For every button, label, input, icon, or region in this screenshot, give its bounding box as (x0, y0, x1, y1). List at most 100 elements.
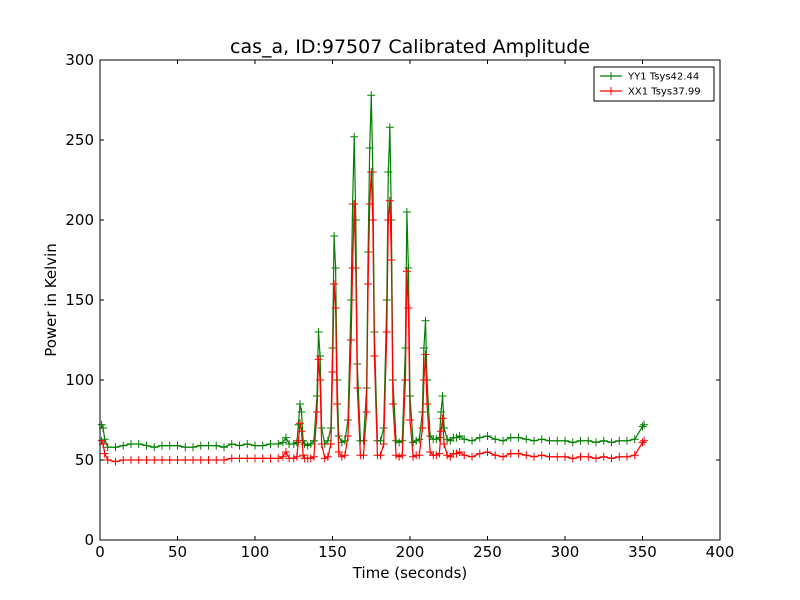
data-point (351, 264, 360, 272)
data-point (282, 433, 290, 442)
data-point (418, 424, 427, 432)
data-point (530, 436, 538, 445)
data-point (97, 436, 106, 445)
data-point (212, 441, 221, 450)
data-point (314, 355, 323, 364)
x-tick-label: 50 (168, 543, 187, 561)
x-tick-label: 400 (706, 543, 735, 561)
data-point (243, 440, 252, 448)
data-point (119, 456, 128, 464)
data-point (220, 443, 228, 452)
data-point (299, 451, 308, 460)
data-point (158, 441, 166, 450)
data-point (437, 427, 445, 436)
y-tick-label: 150 (65, 291, 94, 309)
data-point (204, 441, 213, 450)
data-point (103, 443, 112, 452)
data-point (309, 436, 318, 445)
data-point (359, 436, 368, 445)
x-tick-label: 200 (396, 543, 425, 561)
data-point (385, 123, 394, 132)
x-tick-label: 150 (318, 543, 347, 561)
y-tick-label: 100 (65, 371, 94, 389)
data-point (460, 435, 469, 444)
data-point (385, 196, 394, 205)
data-point (553, 436, 562, 445)
data-point (340, 451, 349, 460)
y-axis: 0 50 100 150 200 250 300 (65, 51, 720, 549)
legend-entry: YY1 Tsys42.44 (600, 72, 699, 83)
data-point (530, 452, 538, 461)
data-point (404, 264, 413, 272)
data-point (514, 433, 523, 442)
data-point (423, 400, 432, 408)
data-point (181, 456, 190, 464)
data-point (142, 441, 151, 450)
data-point (568, 438, 577, 447)
data-point (623, 452, 631, 461)
data-point (419, 344, 428, 352)
data-point (435, 433, 444, 442)
data-point (243, 454, 252, 463)
legend-label: YY1 Tsys42.44 (627, 72, 699, 83)
data-point (435, 449, 444, 458)
data-point (334, 448, 343, 456)
data-point (499, 452, 507, 461)
data-point (258, 441, 267, 450)
data-point (491, 435, 500, 444)
legend-marker (607, 72, 615, 80)
data-point (330, 280, 339, 288)
data-point (173, 456, 182, 464)
data-point (150, 443, 159, 452)
data-point (333, 400, 342, 408)
data-point (235, 441, 244, 450)
data-point (615, 436, 624, 445)
data-point (402, 208, 411, 216)
chart-title: cas_a, ID:97507 Calibrated Amplitude (230, 36, 590, 58)
data-point (292, 438, 301, 447)
data-point (100, 449, 109, 458)
data-point (370, 352, 379, 360)
data-point (438, 414, 447, 423)
data-point (331, 264, 340, 272)
data-point (468, 436, 476, 445)
data-point (599, 452, 608, 461)
x-tick-label: 350 (628, 543, 657, 561)
data-point (294, 436, 303, 445)
data-point (419, 376, 428, 384)
data-point (297, 408, 306, 416)
data-point (258, 454, 267, 463)
data-point (97, 420, 106, 429)
data-point (640, 436, 649, 445)
legend-entry: XX1 Tsys37.99 (600, 87, 701, 98)
x-axis: 0 50 100 150 200 250 300 350 400 (95, 60, 734, 561)
data-point (165, 441, 174, 450)
data-point (158, 456, 166, 464)
data-point (522, 435, 531, 444)
data-point (387, 256, 396, 264)
data-point (402, 267, 411, 276)
data-point (362, 408, 371, 416)
data-point (506, 433, 515, 442)
plot-area (97, 91, 649, 466)
data-point (491, 451, 500, 460)
data-point (365, 144, 374, 152)
data-point (475, 449, 484, 458)
data-point (584, 452, 593, 461)
data-point (173, 441, 182, 450)
data-point (314, 328, 323, 336)
series-layer (97, 91, 649, 466)
data-point (294, 420, 303, 429)
data-point (475, 433, 484, 442)
data-point (499, 436, 507, 445)
data-point (204, 456, 213, 464)
data-point (181, 443, 190, 452)
data-point (196, 441, 205, 450)
data-point (388, 400, 397, 408)
data-point (103, 456, 112, 464)
data-point (537, 435, 546, 444)
data-point (127, 456, 135, 464)
data-point (404, 304, 413, 312)
data-point (295, 419, 304, 428)
x-tick-label: 100 (241, 543, 270, 561)
